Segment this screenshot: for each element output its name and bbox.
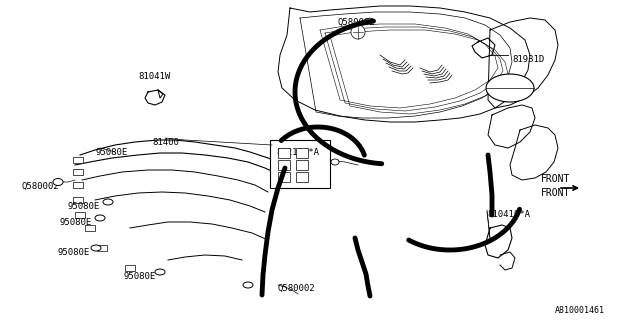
Text: 95080E: 95080E [60, 218, 92, 227]
Ellipse shape [155, 269, 165, 275]
Bar [296, 148, 308, 158]
Text: FRONT: FRONT [541, 174, 570, 184]
Bar [97, 245, 107, 251]
Text: 810410*A: 810410*A [487, 210, 530, 219]
Ellipse shape [53, 179, 63, 186]
Bar [278, 148, 290, 158]
Bar [73, 157, 83, 163]
Text: A810001461: A810001461 [555, 306, 605, 315]
Bar [278, 160, 290, 170]
Ellipse shape [91, 245, 101, 251]
Text: FRONT: FRONT [541, 188, 570, 198]
Ellipse shape [486, 74, 534, 102]
Text: 95080E: 95080E [58, 248, 90, 257]
Bar [270, 140, 330, 188]
Bar [73, 197, 83, 203]
Circle shape [351, 25, 365, 39]
Bar [73, 182, 83, 188]
Bar [278, 172, 290, 182]
Text: Q580002: Q580002 [22, 182, 60, 191]
Text: 95080E: 95080E [68, 202, 100, 211]
Ellipse shape [103, 199, 113, 205]
Text: 81400: 81400 [152, 138, 179, 147]
Bar [125, 265, 135, 271]
Bar [73, 169, 83, 175]
Bar [75, 212, 85, 218]
Text: Q580002: Q580002 [278, 284, 316, 293]
Text: 95080E: 95080E [96, 148, 128, 157]
Text: 81041W: 81041W [138, 72, 170, 81]
Text: Q580002: Q580002 [338, 18, 376, 27]
Circle shape [353, 27, 363, 37]
Ellipse shape [95, 215, 105, 221]
Bar [85, 225, 95, 231]
Circle shape [355, 29, 361, 35]
Bar [296, 172, 308, 182]
Ellipse shape [331, 159, 339, 165]
Bar [296, 160, 308, 170]
Text: 81931D: 81931D [512, 55, 544, 64]
Ellipse shape [243, 282, 253, 288]
Text: 95080E: 95080E [124, 272, 156, 281]
Text: 82210A*A: 82210A*A [276, 148, 319, 157]
